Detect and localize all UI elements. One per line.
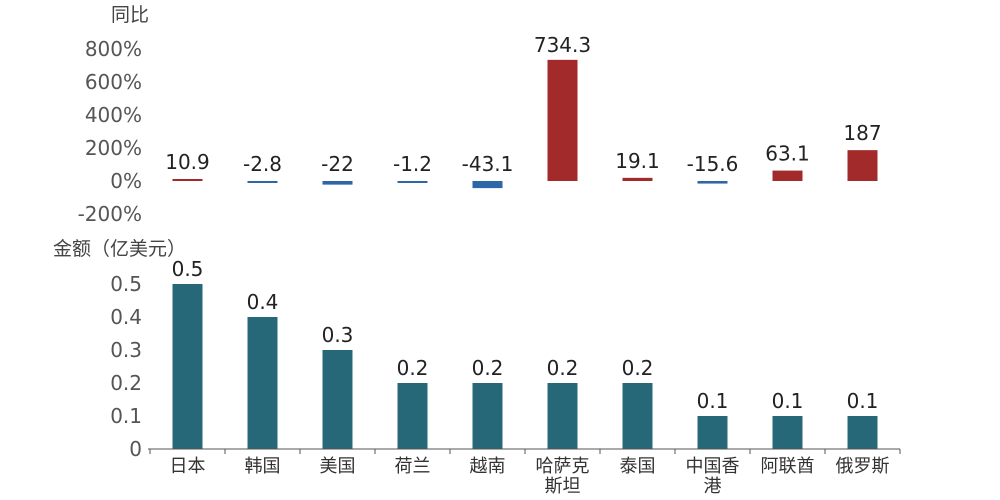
yoy-y-tick-label: -200% (78, 202, 142, 226)
amount-bar (472, 383, 503, 449)
amount-value-label: 0.2 (397, 356, 429, 380)
amount-value-label: 0.3 (322, 323, 354, 347)
country-label: 韩国 (245, 456, 281, 477)
yoy-y-tick-label: 0% (110, 169, 142, 193)
amount-value-label: 0.5 (172, 257, 204, 281)
country-label: 泰国 (620, 456, 656, 477)
amount-value-label: 0.1 (697, 389, 729, 413)
yoy-bars (172, 59, 878, 189)
yoy-value-label: -1.2 (393, 152, 432, 176)
amount-y-tick-label: 0.2 (110, 371, 142, 395)
country-label: 荷兰 (395, 456, 431, 477)
amount-bar (322, 350, 353, 449)
country-label: 越南 (470, 456, 506, 477)
yoy-bar (322, 181, 353, 185)
country-label: 美国 (320, 456, 356, 477)
country-label: 中国香 (686, 456, 740, 477)
country-label: 港 (704, 476, 722, 497)
amount-bar (247, 317, 278, 449)
yoy-bar (247, 181, 278, 183)
amount-y-tick-label: 0.4 (110, 305, 142, 329)
yoy-value-label: 63.1 (765, 142, 810, 166)
country-label: 俄罗斯 (836, 456, 890, 477)
yoy-bar (697, 181, 728, 184)
amount-axis-title: 金额（亿美元） (53, 238, 186, 260)
yoy-value-label: -43.1 (462, 152, 514, 176)
yoy-y-axis: -200% 0% 200% 400% 600% 800% (78, 37, 142, 226)
amount-bar (397, 383, 428, 449)
amount-bar (547, 383, 578, 449)
yoy-value-label: 187 (843, 121, 881, 145)
amount-value-label: 0.4 (247, 290, 279, 314)
amount-value-labels: 0.5 0.4 0.3 0.2 0.2 0.2 0.2 0.1 0.1 0.1 (172, 257, 879, 413)
amount-value-label: 0.2 (622, 356, 654, 380)
amount-bar (697, 416, 728, 449)
amount-y-tick-label: 0.3 (110, 338, 142, 362)
yoy-axis-title: 同比 (111, 4, 149, 26)
amount-y-axis: 0 0.1 0.2 0.3 0.4 0.5 (110, 272, 142, 461)
amount-y-tick-label: 0.1 (110, 404, 142, 428)
yoy-bar (397, 181, 428, 183)
amount-value-label: 0.1 (847, 389, 879, 413)
amount-y-tick-label: 0 (129, 437, 142, 461)
yoy-bar (172, 179, 203, 181)
yoy-bar (772, 170, 803, 181)
amount-bar (622, 383, 653, 449)
country-label: 哈萨克 (536, 456, 590, 477)
yoy-value-label: 19.1 (615, 149, 660, 173)
country-label: 阿联酋 (761, 456, 815, 477)
yoy-value-label: 734.3 (534, 33, 591, 57)
amount-y-tick-label: 0.5 (110, 272, 142, 296)
amount-bars (172, 284, 878, 449)
country-label: 日本 (170, 456, 206, 477)
yoy-bar (472, 181, 503, 189)
yoy-y-tick-label: 200% (85, 136, 142, 160)
yoy-bar (847, 150, 878, 181)
amount-bar (172, 284, 203, 449)
amount-bar (772, 416, 803, 449)
yoy-value-label: -15.6 (687, 152, 739, 176)
yoy-y-tick-label: 800% (85, 37, 142, 61)
amount-value-label: 0.2 (472, 356, 504, 380)
amount-value-label: 0.1 (772, 389, 804, 413)
yoy-value-label: -22 (321, 152, 354, 176)
yoy-value-label: -2.8 (243, 152, 282, 176)
yoy-bar (622, 177, 653, 181)
yoy-bar (547, 59, 578, 181)
amount-value-label: 0.2 (547, 356, 579, 380)
amount-bar (847, 416, 878, 449)
yoy-y-tick-label: 600% (85, 70, 142, 94)
yoy-value-label: 10.9 (165, 150, 210, 174)
country-label: 斯坦 (545, 476, 581, 497)
yoy-value-labels: 10.9 -2.8 -22 -1.2 -43.1 734.3 19.1 -15.6 63.1 18… (165, 33, 881, 176)
yoy-y-tick-label: 400% (85, 103, 142, 127)
